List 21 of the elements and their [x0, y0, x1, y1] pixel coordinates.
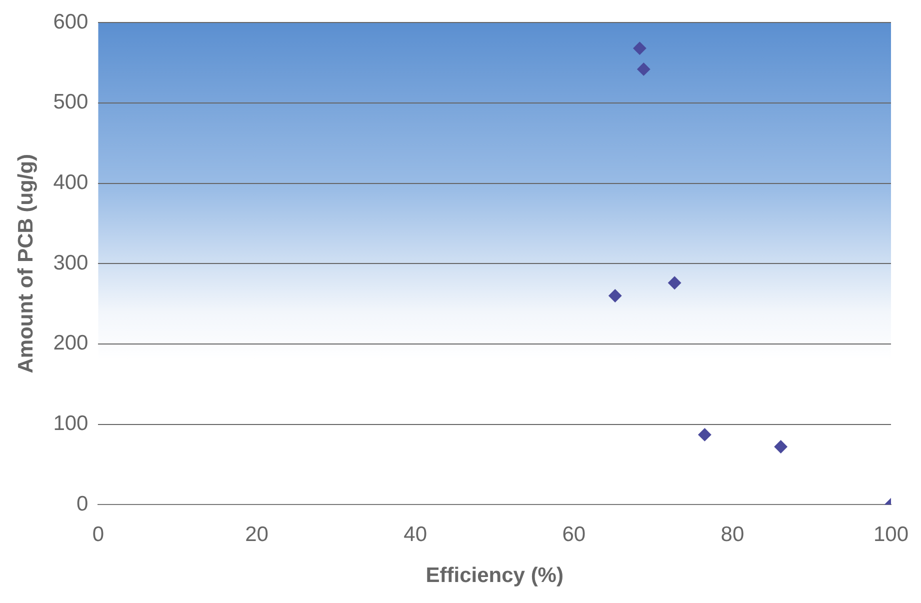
x-tick-label: 80 [720, 522, 744, 546]
y-tick-label: 600 [53, 10, 88, 34]
y-tick-label: 400 [53, 171, 88, 194]
y-axis-title: Amount of PCB (ug/g) [14, 154, 38, 374]
point [608, 289, 622, 302]
y-tick-label: 0 [76, 492, 88, 516]
point [633, 42, 646, 55]
y-tick-label: 500 [53, 90, 88, 114]
point [637, 62, 650, 76]
point [698, 428, 712, 442]
x-tick-label: 20 [245, 522, 268, 546]
x-tick-label: 100 [873, 522, 909, 546]
point [668, 276, 682, 290]
point [774, 440, 788, 454]
x-tick-label: 0 [92, 522, 104, 546]
x-tick-label: 60 [562, 522, 586, 546]
y-tick-label: 200 [53, 332, 88, 355]
x-tick-label: 40 [404, 522, 428, 546]
y-tick-label: 300 [53, 251, 88, 274]
y-tick-label: 100 [53, 412, 88, 436]
x-axis-title: Efficiency (%) [426, 564, 564, 588]
